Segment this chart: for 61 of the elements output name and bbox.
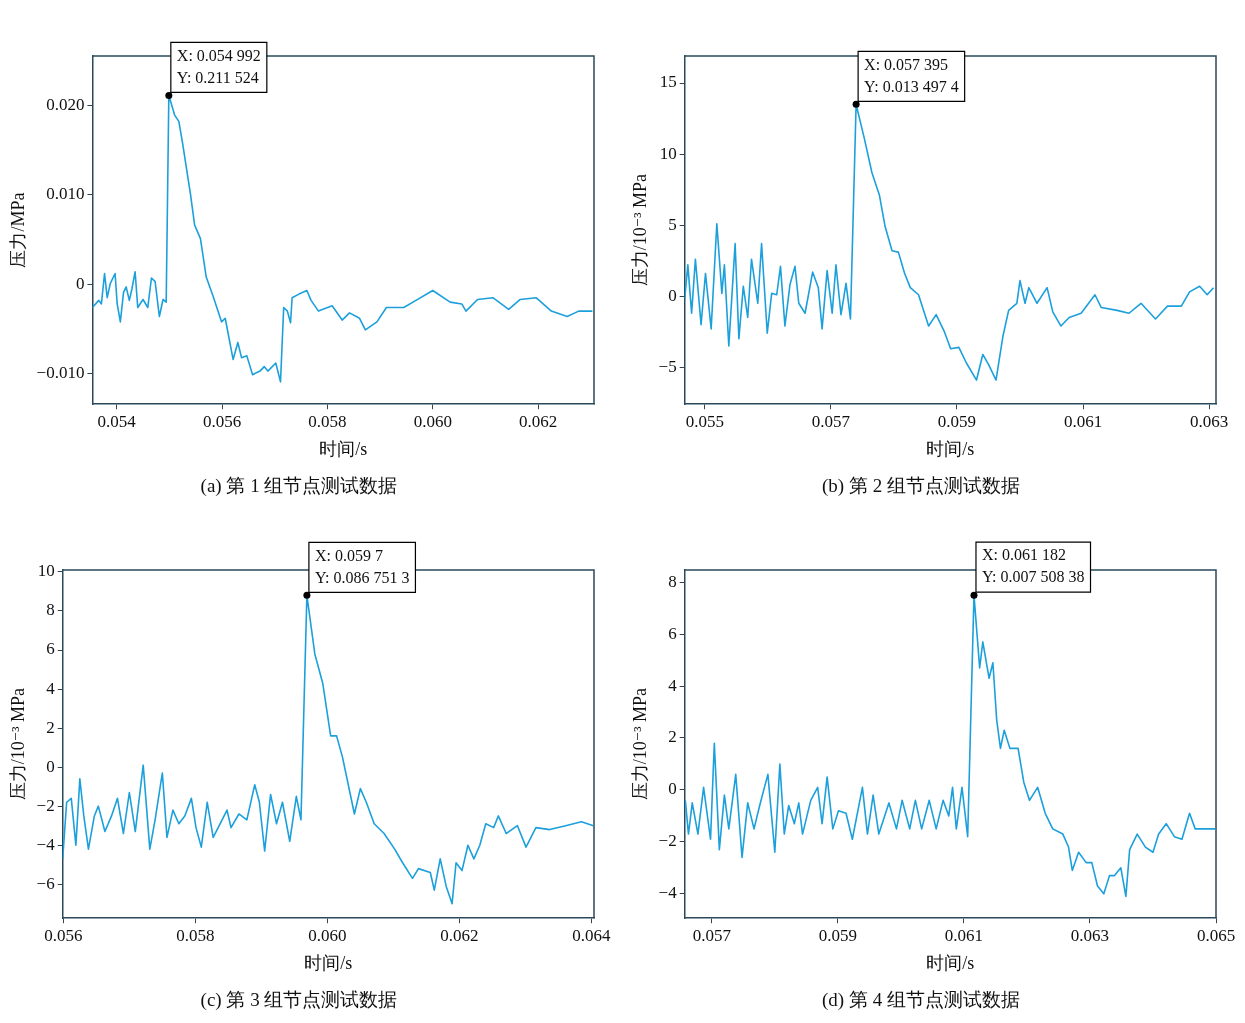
- y-axis-title: 压力/10⁻³ MPa: [629, 687, 650, 801]
- y-tick-label: 8: [46, 600, 55, 620]
- text: (c) 第 3 组节点测试数据: [200, 988, 398, 1011]
- y-tick-label: 15: [659, 72, 677, 92]
- x-tick-label: 0.064: [572, 925, 611, 945]
- y-axis-title: 压力/10⁻³ MPa: [629, 173, 650, 287]
- y-tick-label: −5: [658, 356, 677, 376]
- x-tick-label: 0.059: [818, 925, 857, 945]
- y-tick-label: 5: [668, 214, 677, 234]
- x-tick-label: 0.065: [1196, 925, 1236, 945]
- annotation: X: 0.057 395 Y: 0.013 497 4: [864, 55, 959, 95]
- y-tick-label: −2: [36, 795, 55, 815]
- y-tick-label: −2: [658, 831, 677, 851]
- y-tick-label: 6: [668, 623, 677, 643]
- x-tick-label: 0.058: [308, 411, 347, 431]
- y-tick-label: 2: [46, 717, 55, 737]
- y-tick-label: 10: [37, 561, 55, 581]
- y-tick-label: 0.020: [46, 94, 85, 114]
- x-tick-label: 0.061: [944, 925, 984, 945]
- x-tick-label: 0.062: [519, 411, 558, 431]
- text: (b) 第 2 组节点测试数据: [822, 474, 1020, 497]
- annotation: X: 0.061 182 Y: 0.007 508 38: [981, 546, 1085, 586]
- y-tick-label: 0: [668, 779, 677, 799]
- text: (d) 第 4 组节点测试数据: [822, 988, 1020, 1011]
- x-axis-title: 时间/s: [926, 439, 975, 460]
- x-axis-title: 时间/s: [304, 953, 353, 974]
- y-tick-label: 4: [668, 675, 678, 695]
- y-axis-title: 压力/MPa: [7, 192, 28, 268]
- x-tick-label: 0.056: [44, 925, 83, 945]
- x-tick-label: 0.055: [685, 411, 724, 431]
- x-tick-label: 0.057: [811, 411, 851, 431]
- y-tick-label: −4: [36, 834, 56, 854]
- x-tick-label: 0.057: [692, 925, 732, 945]
- annotation: X: 0.059 7 Y: 0.086 751 3: [314, 546, 410, 586]
- x-tick-label: 0.063: [1189, 411, 1229, 431]
- y-tick-label: 2: [668, 727, 677, 747]
- text: (a) 第 1 组节点测试数据: [200, 474, 398, 497]
- y-tick-label: 6: [46, 639, 55, 659]
- x-tick-label: 0.060: [308, 925, 347, 945]
- y-axis-title: 压力/10⁻³ MPa: [7, 687, 28, 801]
- y-tick-label: 10: [659, 143, 677, 163]
- x-tick-label: 0.059: [937, 411, 977, 431]
- y-tick-label: 0: [75, 273, 85, 293]
- y-tick-label: −0.010: [36, 363, 85, 383]
- y-tick-label: 0.010: [46, 184, 85, 204]
- annotation: X: 0.054 992 Y: 0.211 524: [176, 46, 261, 86]
- x-tick-label: 0.062: [440, 925, 479, 945]
- y-tick-label: 0: [668, 285, 677, 305]
- x-axis-title: 时间/s: [319, 439, 368, 460]
- y-tick-label: 4: [46, 678, 56, 698]
- y-tick-label: −4: [658, 883, 678, 903]
- x-tick-label: 0.060: [413, 411, 452, 431]
- x-axis-title: 时间/s: [926, 953, 975, 974]
- x-tick-label: 0.056: [202, 411, 242, 431]
- x-tick-label: 0.054: [97, 411, 137, 431]
- y-tick-label: −6: [36, 873, 55, 893]
- x-tick-label: 0.058: [176, 925, 215, 945]
- y-tick-label: 8: [668, 571, 677, 591]
- y-tick-label: 0: [46, 756, 55, 776]
- x-tick-label: 0.063: [1070, 925, 1110, 945]
- x-tick-label: 0.061: [1063, 411, 1103, 431]
